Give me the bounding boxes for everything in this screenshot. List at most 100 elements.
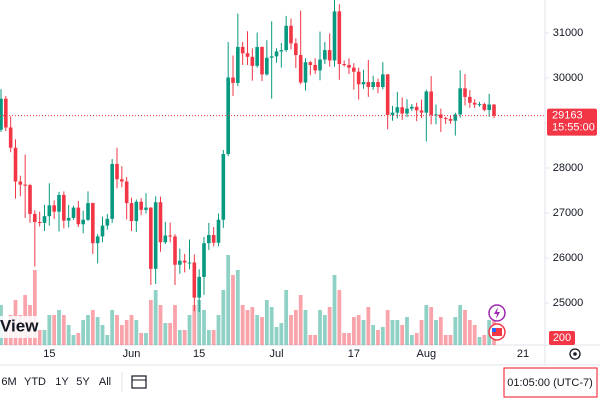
- volume-bar: [313, 335, 318, 345]
- volume-bar: [158, 305, 163, 345]
- volume-bar: [139, 333, 144, 345]
- flag-icon: [492, 328, 502, 336]
- volume-bar: [409, 335, 414, 345]
- candle-body: [477, 104, 482, 106]
- volume-bar: [327, 307, 332, 345]
- settings-icon[interactable]: [569, 348, 581, 360]
- volume-bar: [115, 315, 119, 345]
- volume-bar: [168, 323, 173, 345]
- range-button[interactable]: YTD: [24, 376, 46, 388]
- volume-bar: [105, 335, 110, 345]
- volume-bar: [371, 325, 376, 345]
- candle-body: [347, 64, 351, 68]
- volume-bar: [76, 333, 81, 345]
- candle-body: [115, 163, 119, 180]
- candle-body: [187, 262, 192, 264]
- volume-bar: [95, 317, 100, 345]
- candle-body: [443, 118, 448, 120]
- candle-body: [342, 64, 346, 66]
- volume-bar: [438, 317, 443, 345]
- volume-bar: [124, 320, 129, 345]
- volume-bar: [400, 325, 405, 345]
- volume-bar: [163, 323, 168, 345]
- volume-bar: [453, 317, 458, 345]
- candle-body: [284, 25, 288, 51]
- range-button[interactable]: 1Y: [55, 376, 69, 388]
- candle-body: [129, 203, 134, 222]
- candle-body: [313, 64, 317, 71]
- x-tick-label: 17: [348, 348, 360, 360]
- candle-body: [95, 236, 100, 244]
- candle-body: [33, 213, 37, 223]
- candle-body: [376, 82, 380, 87]
- candle-body: [47, 205, 52, 217]
- candle-body: [124, 181, 129, 204]
- calendar-icon[interactable]: [131, 375, 147, 389]
- candle-body: [385, 74, 390, 115]
- volume-bar: [37, 330, 42, 345]
- volume-bar: [260, 317, 264, 345]
- volume-bar: [356, 315, 361, 345]
- volume-bar: [405, 317, 409, 345]
- candle-body: [231, 77, 235, 83]
- candle-body: [100, 225, 105, 237]
- candle-body: [163, 235, 168, 243]
- candle-body: [414, 106, 419, 111]
- range-button[interactable]: All: [99, 376, 111, 388]
- volume-bar: [342, 333, 347, 345]
- volume-bar: [61, 315, 66, 345]
- volume-bar: [42, 330, 47, 345]
- volume-bar: [52, 315, 57, 345]
- candle-body: [240, 46, 245, 54]
- countdown-label: 15:55:00: [552, 122, 595, 134]
- candle-body: [371, 82, 375, 87]
- candle-body: [221, 154, 226, 220]
- volume-bar: [419, 320, 424, 345]
- volume-bar: [71, 335, 76, 345]
- candle-body: [71, 207, 76, 218]
- y-tick-label: 28000: [553, 162, 584, 174]
- volume-bar: [173, 305, 177, 345]
- volume-bar: [289, 315, 293, 345]
- volume-bar: [86, 315, 90, 345]
- volume-bar: [245, 310, 250, 345]
- volume-bar: [390, 320, 395, 345]
- volume-bar: [347, 333, 351, 345]
- last-price-box: [547, 108, 597, 136]
- range-button[interactable]: 5Y: [76, 376, 90, 388]
- volume-bar: [318, 310, 322, 345]
- volume-bar: [231, 275, 235, 345]
- volume-bar: [100, 325, 105, 345]
- candle-body: [86, 203, 90, 220]
- candle-body: [250, 56, 255, 66]
- volume-bar: [182, 330, 187, 345]
- volume-bar: [458, 305, 463, 345]
- candle-body: [294, 43, 298, 56]
- candle-body: [424, 91, 429, 113]
- volume-bar: [443, 335, 448, 345]
- range-button[interactable]: 6M: [1, 376, 16, 388]
- candle-body: [448, 118, 453, 121]
- x-tick-label: Aug: [417, 348, 437, 360]
- candle-body: [66, 217, 71, 221]
- volume-bar: [395, 320, 400, 345]
- candle-body: [332, 11, 337, 61]
- lightning-icon: [494, 307, 500, 319]
- volume-bar: [429, 307, 434, 345]
- y-tick-label: 30000: [553, 72, 584, 84]
- candle-body: [216, 219, 221, 243]
- candle-body: [120, 179, 124, 182]
- volume-bar: [303, 310, 308, 345]
- clock-box[interactable]: [503, 367, 598, 398]
- volume-bar: [463, 310, 467, 345]
- volume-bar: [269, 307, 274, 345]
- volume-bar: [187, 315, 192, 345]
- volume-bar: [380, 327, 385, 345]
- candle-body: [105, 218, 110, 226]
- candle-body: [134, 201, 139, 222]
- candle-body: [76, 207, 81, 225]
- volume-bar: [308, 335, 313, 345]
- candle-body: [255, 46, 259, 66]
- candle-body: [303, 62, 308, 83]
- candle-body: [153, 202, 158, 269]
